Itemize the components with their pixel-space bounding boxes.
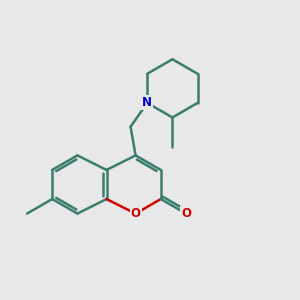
Text: O: O bbox=[130, 207, 141, 220]
Text: O: O bbox=[181, 207, 191, 220]
Text: N: N bbox=[142, 96, 152, 110]
